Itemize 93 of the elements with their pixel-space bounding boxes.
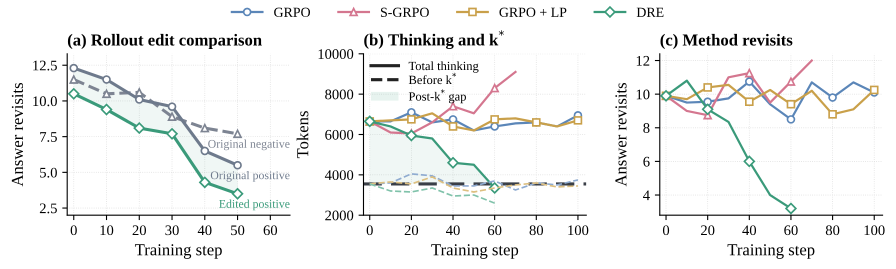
x-tick-label: 20 xyxy=(404,225,418,236)
point xyxy=(786,115,796,124)
x-tick-label: 0 xyxy=(366,225,373,236)
x-tick-label: 0 xyxy=(662,225,670,236)
x-tick-label: 20 xyxy=(132,225,146,236)
y-axis-title: Tokens xyxy=(296,111,308,158)
point xyxy=(785,202,797,214)
point xyxy=(134,88,144,97)
x-tick-label: 20 xyxy=(701,225,714,236)
point xyxy=(744,156,756,168)
x-tick-label: 80 xyxy=(530,225,544,236)
chart-title: (c) Method revisits xyxy=(660,34,792,50)
point xyxy=(786,77,796,86)
line-series xyxy=(368,183,496,204)
legend-label: GRPO + LP xyxy=(499,8,566,17)
point xyxy=(69,64,78,72)
legend-label: S-GRPO xyxy=(380,8,429,17)
point xyxy=(168,102,176,111)
y-tick-label: 10 xyxy=(636,90,650,100)
point xyxy=(490,84,499,92)
point xyxy=(134,95,144,104)
y-tick-label: 10000 xyxy=(318,49,354,60)
point xyxy=(232,188,244,200)
point xyxy=(200,124,210,132)
point xyxy=(786,100,796,109)
y-axis-title: Answer revisits xyxy=(615,83,627,186)
y-tick-label: 12 xyxy=(636,56,650,66)
point xyxy=(69,75,78,84)
series-label: Edited positive xyxy=(219,200,290,210)
point xyxy=(447,157,459,168)
annotation: Before k$^{*}$ xyxy=(408,72,456,84)
x-axis-title: Training step xyxy=(134,244,222,259)
point xyxy=(745,97,754,106)
y-tick-label: 10.0 xyxy=(33,96,57,106)
point xyxy=(745,77,754,86)
point xyxy=(166,128,178,140)
point xyxy=(233,129,242,138)
legend-label: GRPO xyxy=(274,8,310,17)
chart-title: (a) Rollout edit comparison xyxy=(68,34,262,50)
point xyxy=(200,146,210,156)
y-tick-label: 2.5 xyxy=(40,203,57,214)
y-tick-label: 8 xyxy=(643,123,650,133)
point xyxy=(702,104,714,116)
y-tick-label: 4 xyxy=(643,190,650,200)
y-tick-label: 2000 xyxy=(325,210,354,220)
y-axis-title: Answer revisits xyxy=(12,83,24,186)
point xyxy=(68,88,80,100)
x-axis-title: Training step xyxy=(431,244,518,259)
point xyxy=(574,116,582,125)
x-tick-label: 10 xyxy=(100,225,114,236)
point xyxy=(102,89,111,98)
y-tick-label: 12.5 xyxy=(33,60,57,70)
point xyxy=(168,112,176,121)
y-tick-label: 6 xyxy=(643,156,650,167)
y-tick-label: 4000 xyxy=(324,170,354,180)
legend-label: DRE xyxy=(636,8,664,17)
x-tick-label: 80 xyxy=(826,225,840,236)
x-axis-title: Training step xyxy=(728,244,814,259)
point xyxy=(828,93,837,102)
point xyxy=(102,75,111,84)
annotation: Total thinking xyxy=(408,61,479,73)
point xyxy=(233,160,242,170)
point xyxy=(490,115,499,124)
annotation: Post-k$^{*}$ gap xyxy=(408,89,466,104)
x-tick-label: 60 xyxy=(264,225,278,236)
point xyxy=(199,176,211,188)
series-label: Original negative xyxy=(208,140,290,150)
x-tick-label: 40 xyxy=(198,225,212,236)
x-tick-label: 60 xyxy=(488,225,502,236)
point xyxy=(134,122,146,134)
chart-title: (b) Thinking and k$^{*}$ xyxy=(364,30,504,50)
x-tick-label: 100 xyxy=(864,225,885,236)
line-series xyxy=(368,176,579,193)
y-tick-label: 7.5 xyxy=(40,132,57,142)
x-tick-label: 60 xyxy=(784,225,798,236)
point xyxy=(870,86,879,94)
x-tick-label: 100 xyxy=(568,225,588,236)
x-tick-label: 40 xyxy=(742,225,756,236)
point xyxy=(828,110,837,119)
point xyxy=(745,68,754,78)
series-label: Original positive xyxy=(210,170,290,182)
y-tick-label: 5.0 xyxy=(40,168,57,178)
point xyxy=(406,130,418,142)
x-tick-label: 30 xyxy=(165,225,179,236)
point xyxy=(100,104,112,116)
y-tick-label: 6000 xyxy=(325,130,354,140)
x-tick-label: 50 xyxy=(231,225,244,236)
point xyxy=(703,83,712,92)
point xyxy=(448,122,458,131)
y-tick-label: 8000 xyxy=(325,90,354,100)
x-tick-label: 40 xyxy=(446,225,460,236)
point xyxy=(407,115,416,124)
x-tick-label: 0 xyxy=(70,225,77,236)
